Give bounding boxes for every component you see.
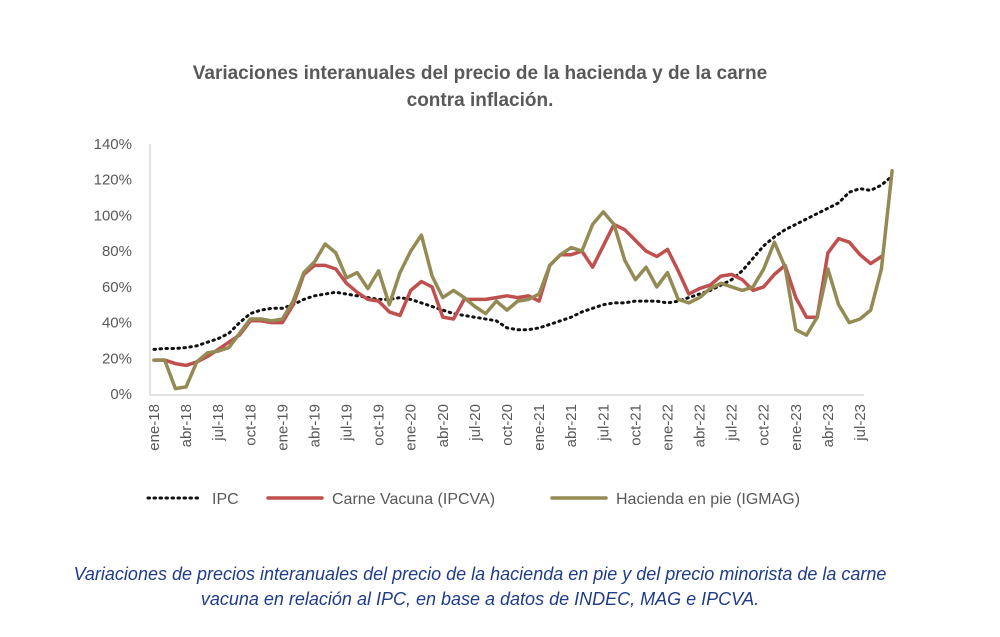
x-tick-label: oct-21 bbox=[627, 404, 644, 446]
ipc-line bbox=[152, 174, 894, 351]
x-tick-label: jul-22 bbox=[724, 404, 741, 442]
x-tick-label: ene-21 bbox=[531, 404, 548, 451]
x-tick-label: jul-18 bbox=[210, 404, 227, 442]
y-tick-label: 20% bbox=[102, 350, 132, 367]
x-tick-label: abr-23 bbox=[820, 404, 837, 447]
caption-line1: Variaciones de precios interanuales del … bbox=[73, 564, 887, 584]
chart-title-line1: Variaciones interanuales del precio de l… bbox=[192, 63, 768, 84]
legend-label: Carne Vacuna (IPCVA) bbox=[332, 491, 495, 508]
x-tick-label: abr-22 bbox=[692, 404, 709, 447]
hacienda-en-pie-line bbox=[152, 169, 894, 391]
chart-title: Variaciones interanuales del precio de l… bbox=[0, 60, 960, 114]
carne-vacuna-line bbox=[152, 222, 884, 368]
x-tick-label: abr-20 bbox=[435, 404, 452, 447]
x-tick-label: oct-18 bbox=[242, 404, 259, 446]
y-tick-label: 60% bbox=[102, 279, 132, 296]
y-tick-label: 0% bbox=[110, 386, 132, 403]
y-tick-label: 80% bbox=[102, 243, 132, 260]
y-tick-label: 120% bbox=[94, 172, 132, 189]
x-tick-label: jul-21 bbox=[595, 404, 612, 442]
x-tick-label: ene-22 bbox=[659, 404, 676, 451]
x-tick-label: jul-19 bbox=[339, 404, 356, 442]
x-tick-label: jul-20 bbox=[467, 404, 484, 442]
y-axis: 0% 20% 40% 60% 80% 100% 120% 140% bbox=[94, 136, 864, 403]
x-tick-label: ene-23 bbox=[788, 404, 805, 451]
caption-line2: vacuna en relación al IPC, en base a dat… bbox=[200, 589, 760, 609]
x-tick-label: abr-18 bbox=[178, 404, 195, 447]
x-tick-label: oct-19 bbox=[371, 404, 388, 446]
line-chart: 0% 20% 40% 60% 80% 100% 120% 140% ene-18 abr-18 j… bbox=[94, 136, 894, 508]
x-tick-label: oct-22 bbox=[756, 404, 773, 446]
x-tick-label: ene-18 bbox=[146, 404, 163, 451]
x-tick-label: ene-20 bbox=[403, 404, 420, 451]
y-tick-label: 140% bbox=[94, 136, 132, 153]
chart-series bbox=[152, 169, 894, 391]
x-tick-label: jul-23 bbox=[852, 404, 869, 442]
y-tick-label: 40% bbox=[102, 315, 132, 332]
x-axis: ene-18 abr-18 jul-18 oct-18 ene-19 abr-19 jul-… bbox=[146, 404, 869, 451]
x-tick-label: oct-20 bbox=[499, 404, 516, 446]
x-tick-label: abr-21 bbox=[563, 404, 580, 447]
chart-legend: IPC Carne Vacuna (IPCVA) Hacienda en pie (… bbox=[146, 491, 800, 508]
x-tick-label: abr-19 bbox=[306, 404, 323, 447]
figure-caption: Variaciones de precios interanuales del … bbox=[0, 562, 960, 612]
chart-title-line2: contra inflación. bbox=[406, 90, 554, 111]
legend-label: Hacienda en pie (IGMAG) bbox=[616, 491, 800, 508]
legend-label: IPC bbox=[212, 491, 239, 508]
y-tick-label: 100% bbox=[94, 207, 132, 224]
x-tick-label: ene-19 bbox=[274, 404, 291, 451]
